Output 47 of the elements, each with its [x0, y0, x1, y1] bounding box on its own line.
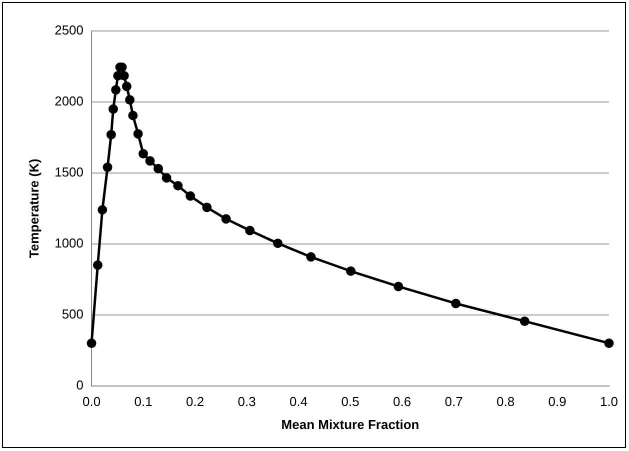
point — [520, 316, 530, 326]
point — [273, 238, 283, 248]
point — [119, 70, 129, 80]
point — [162, 173, 172, 183]
point — [128, 110, 138, 120]
y-tick-label: 2500 — [54, 22, 84, 38]
point — [346, 266, 356, 276]
point — [92, 260, 102, 270]
point — [221, 214, 231, 224]
point — [173, 180, 183, 190]
point — [111, 85, 121, 95]
y-tick-label: 1000 — [54, 235, 84, 250]
y-tick-label: 2000 — [54, 94, 84, 109]
x-tick-label: 0.8 — [496, 394, 515, 410]
point — [245, 226, 255, 236]
point — [394, 282, 404, 292]
point — [133, 129, 143, 139]
point — [98, 205, 108, 215]
point — [122, 82, 132, 92]
point — [125, 95, 135, 105]
point — [86, 338, 96, 348]
point — [202, 202, 212, 212]
y-tick-label: 0 — [76, 377, 84, 392]
point — [108, 104, 118, 114]
y-tick-label: 1500 — [54, 164, 84, 180]
x-tick-label: 0.2 — [186, 394, 204, 410]
x-tick-label: 1.0 — [600, 394, 618, 410]
point — [154, 164, 164, 174]
x-tick-label: 0.1 — [134, 394, 152, 410]
point — [186, 191, 196, 201]
point — [306, 252, 316, 262]
point — [106, 130, 116, 140]
point — [145, 156, 155, 166]
point — [451, 298, 461, 308]
y-axis-title: Temperature (K) — [26, 158, 42, 258]
x-tick-label: 0.6 — [392, 394, 412, 410]
x-axis-title: Mean Mixture Fraction — [281, 416, 420, 432]
x-tick-label: 0.7 — [444, 394, 463, 410]
point — [102, 162, 112, 172]
x-tick-label: 0.9 — [548, 394, 566, 410]
x-tick-label: 0.4 — [289, 394, 308, 410]
x-tick-label: 0.3 — [238, 394, 256, 410]
point — [138, 149, 148, 159]
point — [604, 338, 614, 348]
x-tick-label: 0.5 — [341, 394, 360, 410]
x-tick-label: 0.0 — [82, 394, 101, 410]
y-tick-label: 500 — [62, 306, 84, 322]
